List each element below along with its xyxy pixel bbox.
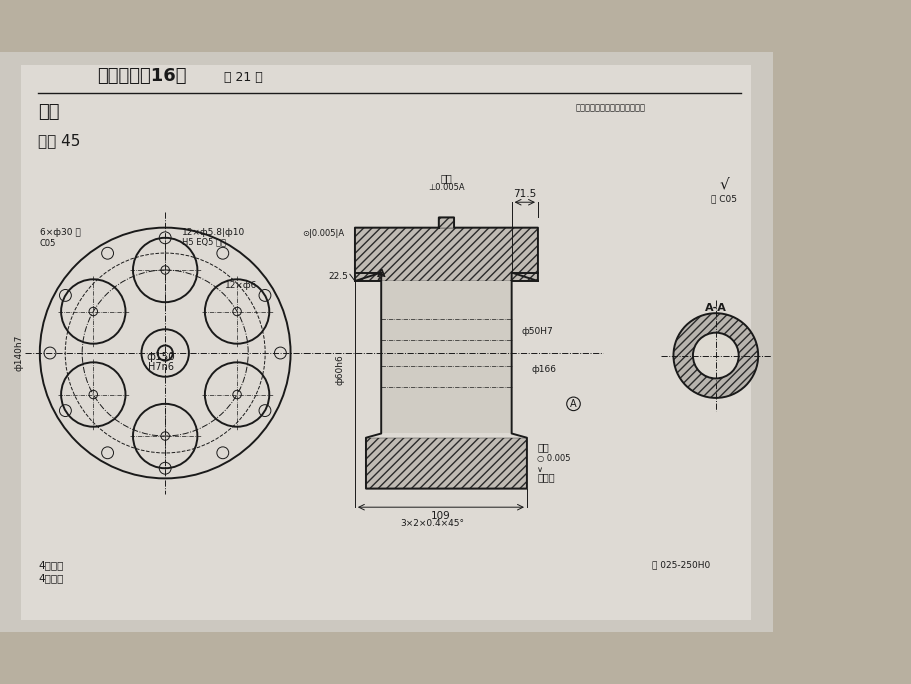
Text: ⊥0.005A: ⊥0.005A — [427, 183, 465, 192]
Text: ∨: ∨ — [537, 464, 543, 473]
Text: √: √ — [719, 176, 729, 191]
Text: 机械制造技术基础课程设计图纸: 机械制造技术基础课程设计图纸 — [576, 103, 645, 112]
Bar — [438, 218, 454, 228]
Text: 12×ф6: 12×ф6 — [224, 280, 257, 290]
Text: H5 EQ5 均布: H5 EQ5 均布 — [182, 237, 226, 246]
Text: ф140h7: ф140h7 — [15, 335, 23, 371]
Text: ф50H7: ф50H7 — [521, 328, 553, 337]
Circle shape — [692, 332, 738, 378]
Text: ф150: ф150 — [147, 352, 175, 363]
Text: 6×ф30 均: 6×ф30 均 — [40, 228, 80, 237]
Bar — [365, 438, 527, 488]
Text: 粗度: 粗度 — [440, 174, 452, 183]
Text: 22.5: 22.5 — [328, 272, 348, 281]
Text: 71.5: 71.5 — [513, 189, 536, 199]
Text: A: A — [569, 399, 576, 409]
Text: 12×ф5.8|ф10: 12×ф5.8|ф10 — [182, 228, 245, 237]
Text: ф60h6: ф60h6 — [335, 354, 343, 385]
Text: 共 21 项: 共 21 项 — [224, 71, 263, 84]
Text: C05: C05 — [40, 239, 56, 248]
Text: ф166: ф166 — [530, 365, 556, 374]
Text: ⊙|0.005|A: ⊙|0.005|A — [302, 229, 344, 238]
Text: 4基尤制: 4基尤制 — [38, 561, 64, 570]
Text: 3×2×0.4×45°: 3×2×0.4×45° — [400, 519, 464, 528]
Text: H7n6: H7n6 — [148, 362, 174, 371]
Text: 圆度: 圆度 — [537, 443, 548, 452]
Text: 109: 109 — [431, 510, 450, 521]
Text: 料 025-250H0: 料 025-250H0 — [651, 561, 710, 570]
Bar — [381, 281, 511, 434]
Text: 材料 45: 材料 45 — [38, 133, 80, 148]
Text: 粗 C05: 粗 C05 — [711, 195, 736, 204]
Text: 假轴: 假轴 — [38, 103, 59, 121]
Text: A-A: A-A — [704, 303, 726, 313]
Text: A: A — [376, 269, 385, 279]
Text: 位斜度: 位斜度 — [537, 472, 554, 482]
Bar — [354, 228, 537, 281]
Text: 设计课题（16）: 设计课题（16） — [97, 67, 187, 85]
Text: 4基尤制: 4基尤制 — [38, 573, 64, 583]
Text: ○ 0.005: ○ 0.005 — [537, 454, 570, 464]
Wedge shape — [672, 313, 757, 398]
